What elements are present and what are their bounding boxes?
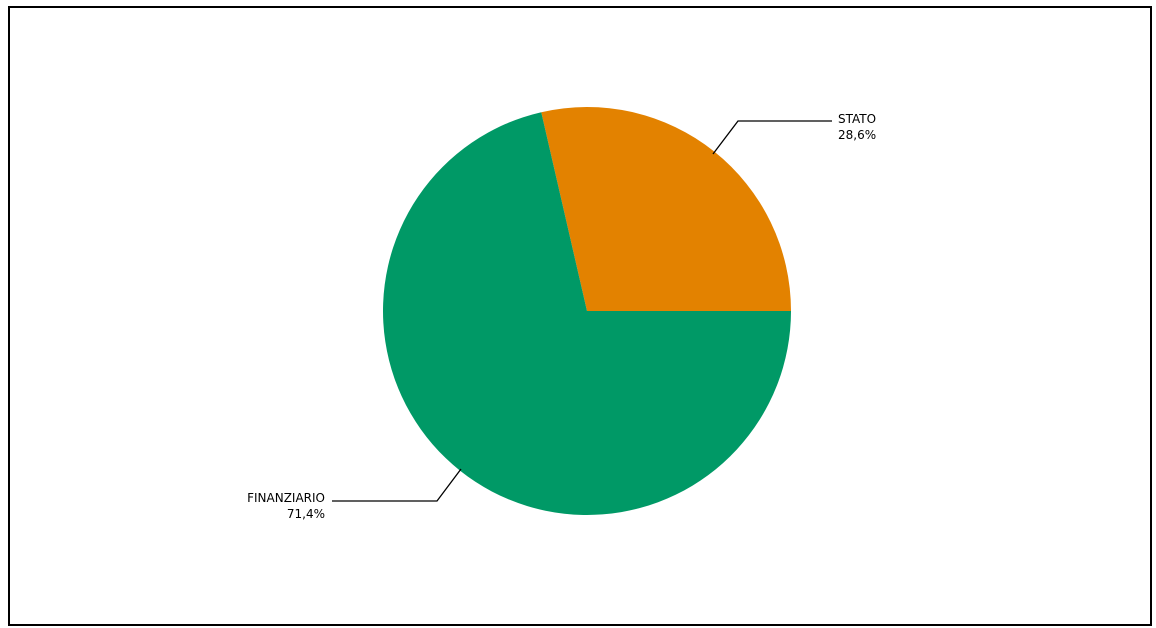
chart-frame: STATO 28,6% FINANZIARIO 71,4% bbox=[8, 6, 1152, 626]
leader-lines bbox=[332, 120, 832, 502]
pie-slice-finanziario bbox=[383, 112, 791, 516]
slice-value-finanziario: 71,4% bbox=[287, 507, 325, 521]
leader-line-stato bbox=[712, 120, 832, 155]
slice-value-stato: 28,6% bbox=[838, 128, 876, 142]
pie-slice-stato bbox=[541, 107, 792, 312]
slice-label-stato: STATO bbox=[838, 112, 876, 126]
pie-slices bbox=[383, 107, 792, 516]
pie-chart: STATO 28,6% FINANZIARIO 71,4% bbox=[247, 107, 876, 521]
slice-label-finanziario: FINANZIARIO bbox=[247, 491, 325, 505]
leader-line-finanziario bbox=[332, 468, 462, 502]
